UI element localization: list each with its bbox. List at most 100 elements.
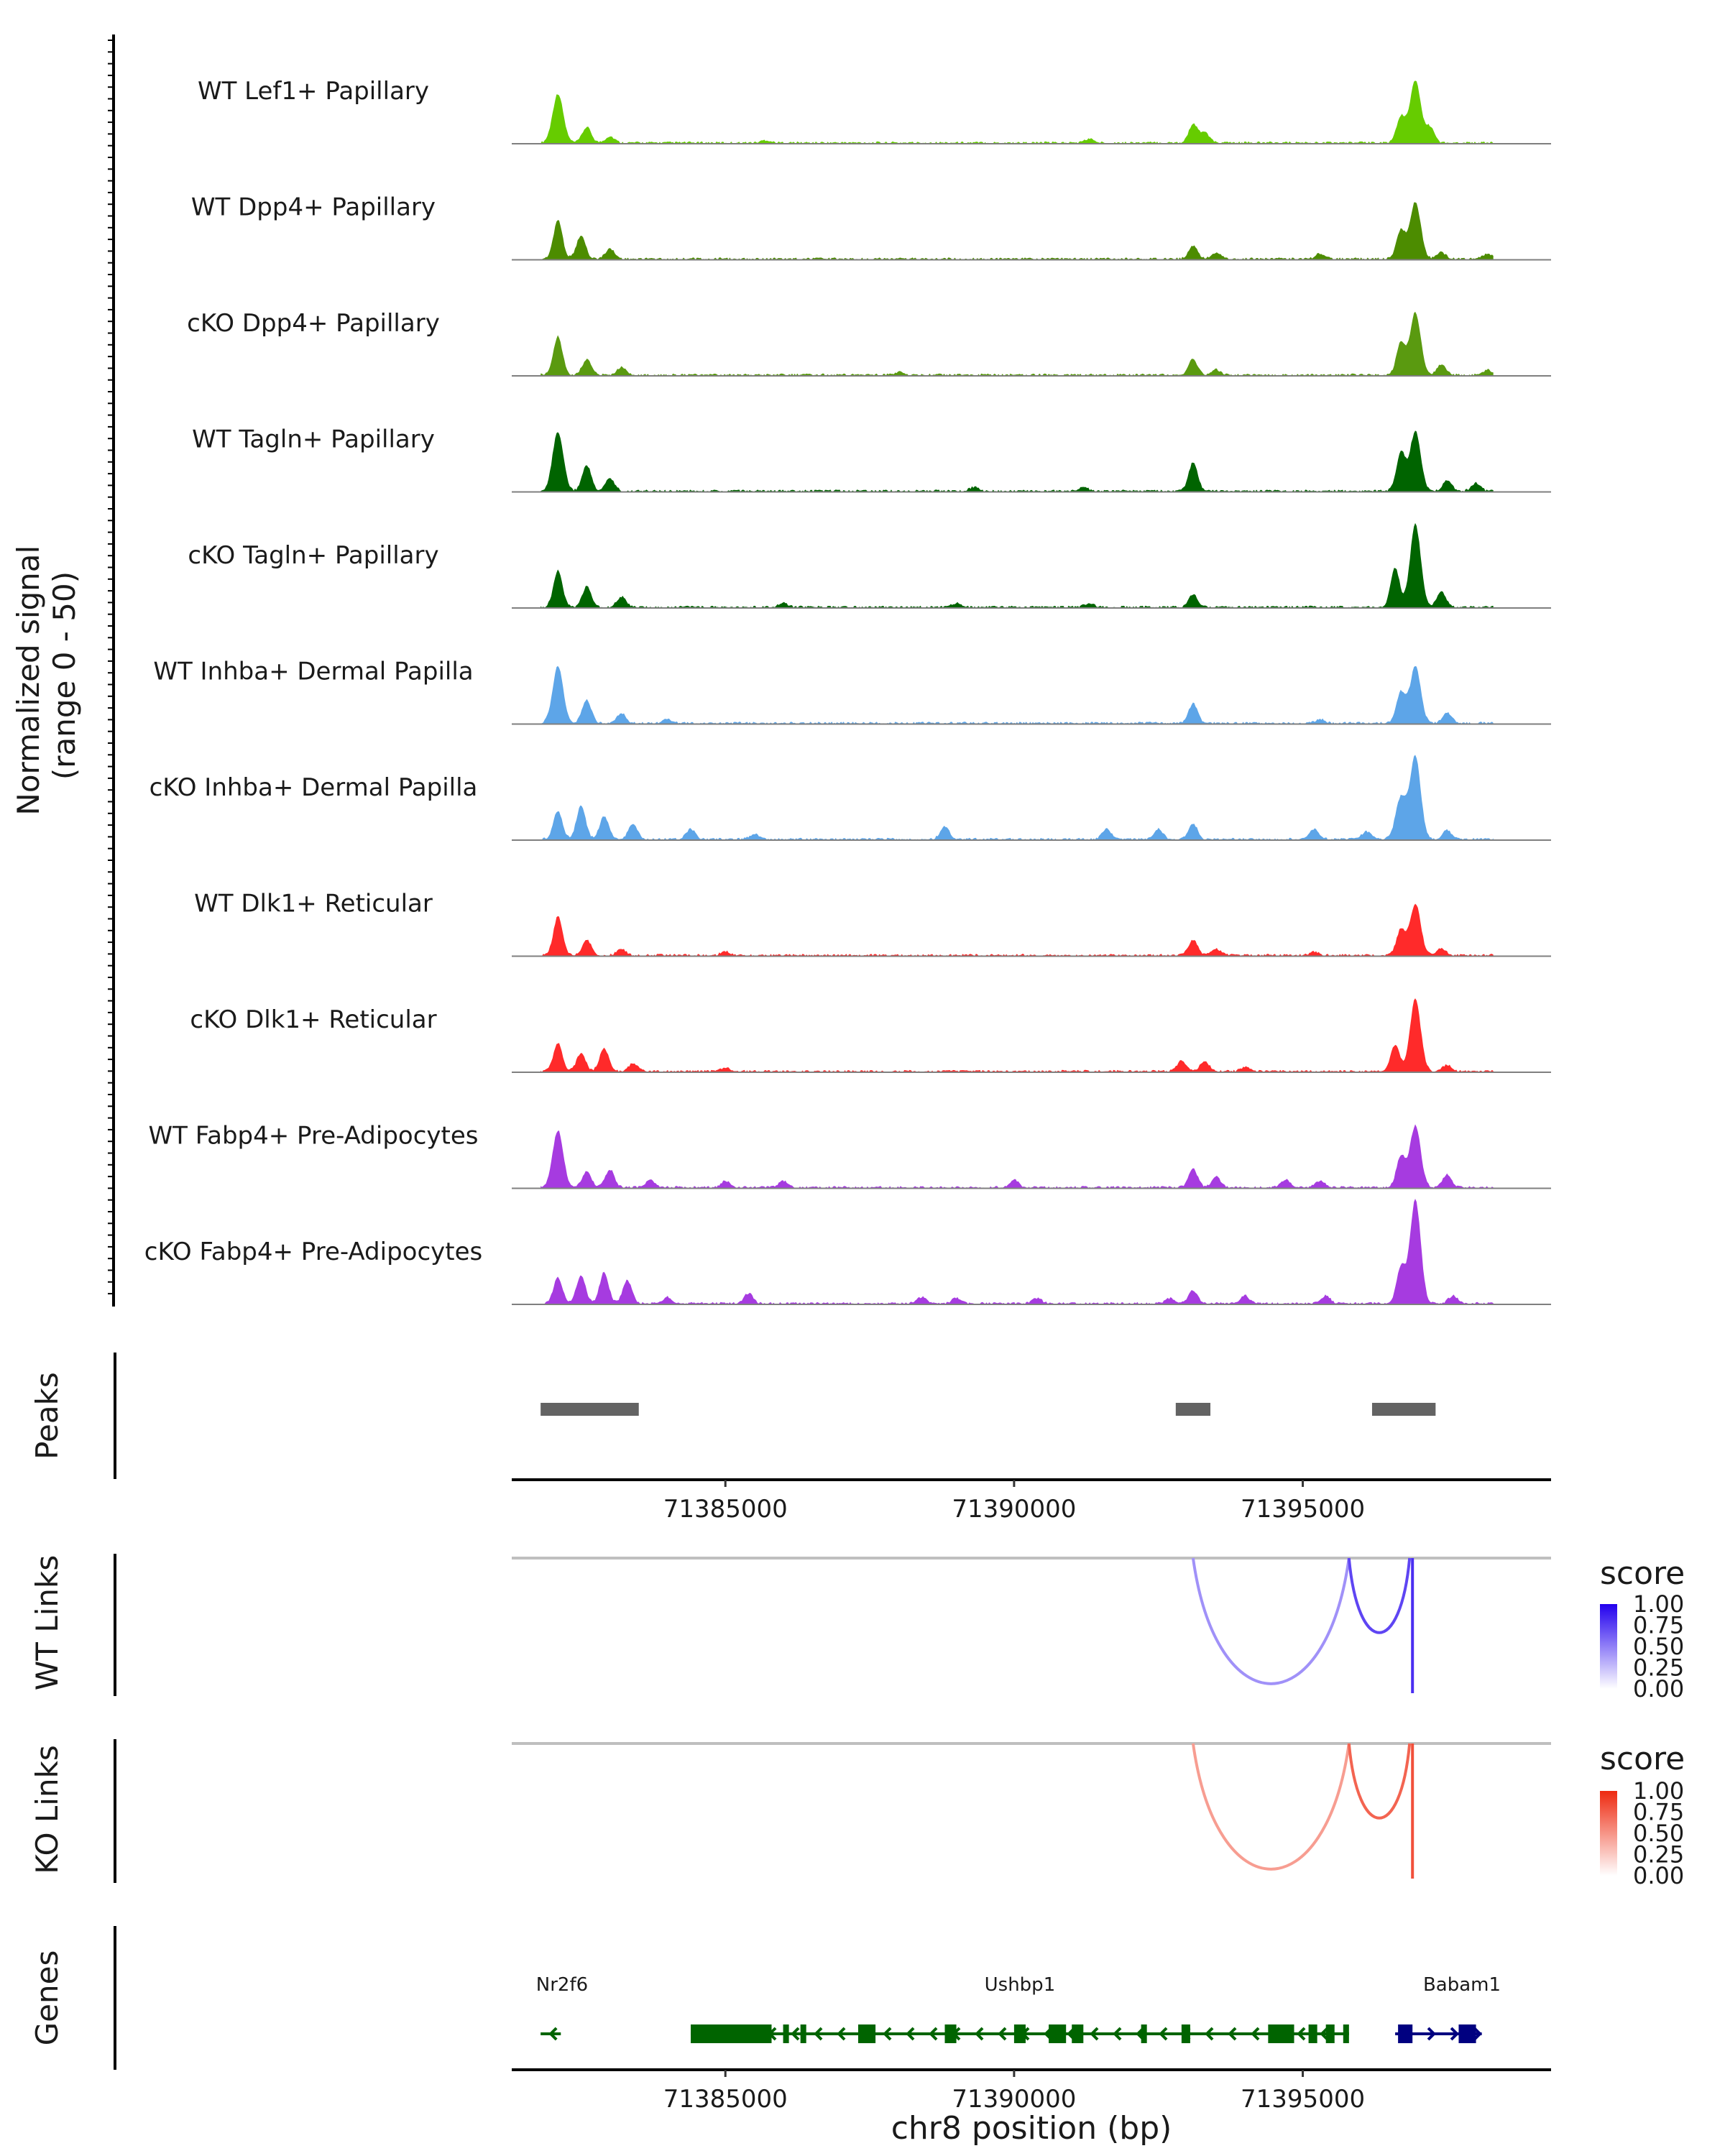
strand-arrow <box>837 2027 846 2041</box>
genes-track-label: Genes <box>29 1950 65 2046</box>
gene-exon <box>1072 2024 1084 2043</box>
gene-exon <box>1398 2024 1413 2043</box>
ko-legend-title: score <box>1600 1741 1685 1777</box>
legend-colorbar <box>1600 1791 1617 1876</box>
x-tick-label: 71385000 <box>663 1495 788 1524</box>
x-tick-label: 71395000 <box>1241 2085 1365 2114</box>
coverage-area <box>540 755 1494 840</box>
coverage-area <box>540 903 1494 957</box>
link-arc <box>1191 1743 1351 1871</box>
gene-exon <box>1141 2024 1147 2043</box>
strand-arrow <box>814 2027 823 2041</box>
x-tick-label: 71395000 <box>1241 1495 1365 1524</box>
y-axis-title-line1: Normalized signal <box>11 545 46 816</box>
legend-tick-label: 0.00 <box>1633 1862 1684 1889</box>
coverage-area <box>540 80 1494 144</box>
coverage-y-ticks <box>108 40 114 1295</box>
coverage-area <box>540 1124 1494 1189</box>
peak-region <box>1175 1403 1211 1416</box>
genes-track: Nr2f6 Ushbp1 Babam1 <box>536 1974 1501 2043</box>
gene-exon <box>800 2024 806 2043</box>
coverage-track: WT Fabp4+ Pre-Adipocytes <box>149 1122 1551 1189</box>
coverage-track: cKO Dpp4+ Papillary <box>187 309 1551 377</box>
strand-arrow <box>929 2027 938 2041</box>
gene-exon <box>1325 2024 1335 2043</box>
gene: Ushbp1 <box>691 1974 1349 2043</box>
gene-label: Nr2f6 <box>536 1974 588 1996</box>
genes-x-ticks: 71385000 71390000 71395000 <box>663 2070 1365 2114</box>
legend-tick-label: 1.00 <box>1633 1590 1684 1618</box>
wt-links-legend: score 1.000.750.500.250.00 <box>1600 1555 1685 1703</box>
strand-arrow <box>1113 2027 1122 2041</box>
coverage-track: WT Dpp4+ Papillary <box>191 193 1551 261</box>
ko-links-track <box>512 1742 1551 1879</box>
coverage-area <box>540 202 1494 260</box>
link-arc <box>1191 1557 1351 1685</box>
wt-links-track <box>512 1557 1551 1693</box>
track-label: WT Tagln+ Papillary <box>192 425 435 454</box>
coverage-area <box>540 311 1494 376</box>
legend-tick-label: 0.25 <box>1633 1654 1684 1682</box>
gene-label: Ushbp1 <box>985 1974 1056 1996</box>
legend-tick-label: 1.00 <box>1633 1777 1684 1805</box>
strand-arrow <box>1090 2027 1099 2041</box>
peaks-x-ticks: 71385000 71390000 71395000 <box>663 1480 1365 1524</box>
track-label: WT Lef1+ Papillary <box>198 77 429 106</box>
legend-tick-label: 0.75 <box>1633 1612 1684 1639</box>
coverage-track: cKO Dlk1+ Reticular <box>190 998 1551 1073</box>
coverage-area <box>540 998 1494 1072</box>
track-label: cKO Dpp4+ Papillary <box>187 309 440 338</box>
gene-exon <box>1343 2024 1349 2043</box>
legend-tick-label: 0.50 <box>1633 1820 1684 1847</box>
gene-exon <box>1458 2024 1476 2043</box>
wt-legend-title: score <box>1600 1555 1685 1592</box>
gene-exon <box>1049 2024 1067 2043</box>
strand-arrow <box>791 2027 800 2041</box>
strand-arrow <box>883 2027 892 2041</box>
track-label: WT Inhba+ Dermal Papilla <box>153 658 473 686</box>
gene: Babam1 <box>1395 1974 1501 2043</box>
wt-links-label: WT Links <box>29 1555 65 1690</box>
legend-tick-label: 0.00 <box>1633 1675 1684 1703</box>
strand-arrow <box>548 2027 558 2041</box>
gene-exon <box>1308 2024 1317 2043</box>
track-label: WT Dlk1+ Reticular <box>194 890 433 918</box>
coverage-tracks: WT Lef1+ Papillary WT Dpp4+ Papillary cKO … <box>144 77 1551 1305</box>
gene-exon <box>1181 2024 1190 2043</box>
track-label: cKO Dlk1+ Reticular <box>190 1005 436 1034</box>
coverage-area <box>540 430 1494 492</box>
gene-exon <box>783 2024 789 2043</box>
strand-arrow <box>1320 2027 1329 2041</box>
gene-exon <box>691 2024 772 2043</box>
legend-tick-label: 0.25 <box>1633 1841 1684 1869</box>
track-label: WT Dpp4+ Papillary <box>191 193 436 222</box>
coverage-area <box>540 522 1494 608</box>
y-axis-title: Normalized signal (range 0 - 50) <box>11 535 82 815</box>
coverage-track: cKO Tagln+ Papillary <box>188 522 1551 609</box>
peaks-track <box>540 1403 1436 1416</box>
track-label: WT Fabp4+ Pre-Adipocytes <box>149 1122 479 1151</box>
strand-arrow <box>1251 2027 1260 2041</box>
coverage-track: WT Dlk1+ Reticular <box>194 890 1551 957</box>
strand-arrow <box>1473 2027 1482 2041</box>
ko-links-legend: score 1.000.750.500.250.00 <box>1600 1741 1685 1889</box>
coverage-track: WT Tagln+ Papillary <box>192 425 1551 493</box>
ko-links-label: KO Links <box>29 1745 65 1874</box>
strand-arrow <box>1205 2027 1214 2041</box>
x-axis-title: chr8 position (bp) <box>891 2110 1172 2147</box>
gene-exon <box>858 2024 876 2043</box>
legend-tick-label: 0.75 <box>1633 1799 1684 1826</box>
track-label: cKO Inhba+ Dermal Papilla <box>150 773 478 802</box>
gene-label: Babam1 <box>1423 1974 1501 1996</box>
legend-tick-label: 0.50 <box>1633 1633 1684 1660</box>
coverage-track: WT Inhba+ Dermal Papilla <box>153 658 1551 725</box>
gene-exon <box>944 2024 957 2043</box>
y-axis-title-line2: (range 0 - 50) <box>47 571 82 780</box>
gene-exon <box>1013 2024 1026 2043</box>
x-tick-label: 71390000 <box>952 1495 1076 1524</box>
strand-arrow <box>975 2027 984 2041</box>
coverage-track: cKO Inhba+ Dermal Papilla <box>150 755 1551 841</box>
strand-arrow <box>1159 2027 1168 2041</box>
x-tick-label: 71390000 <box>952 2085 1076 2114</box>
